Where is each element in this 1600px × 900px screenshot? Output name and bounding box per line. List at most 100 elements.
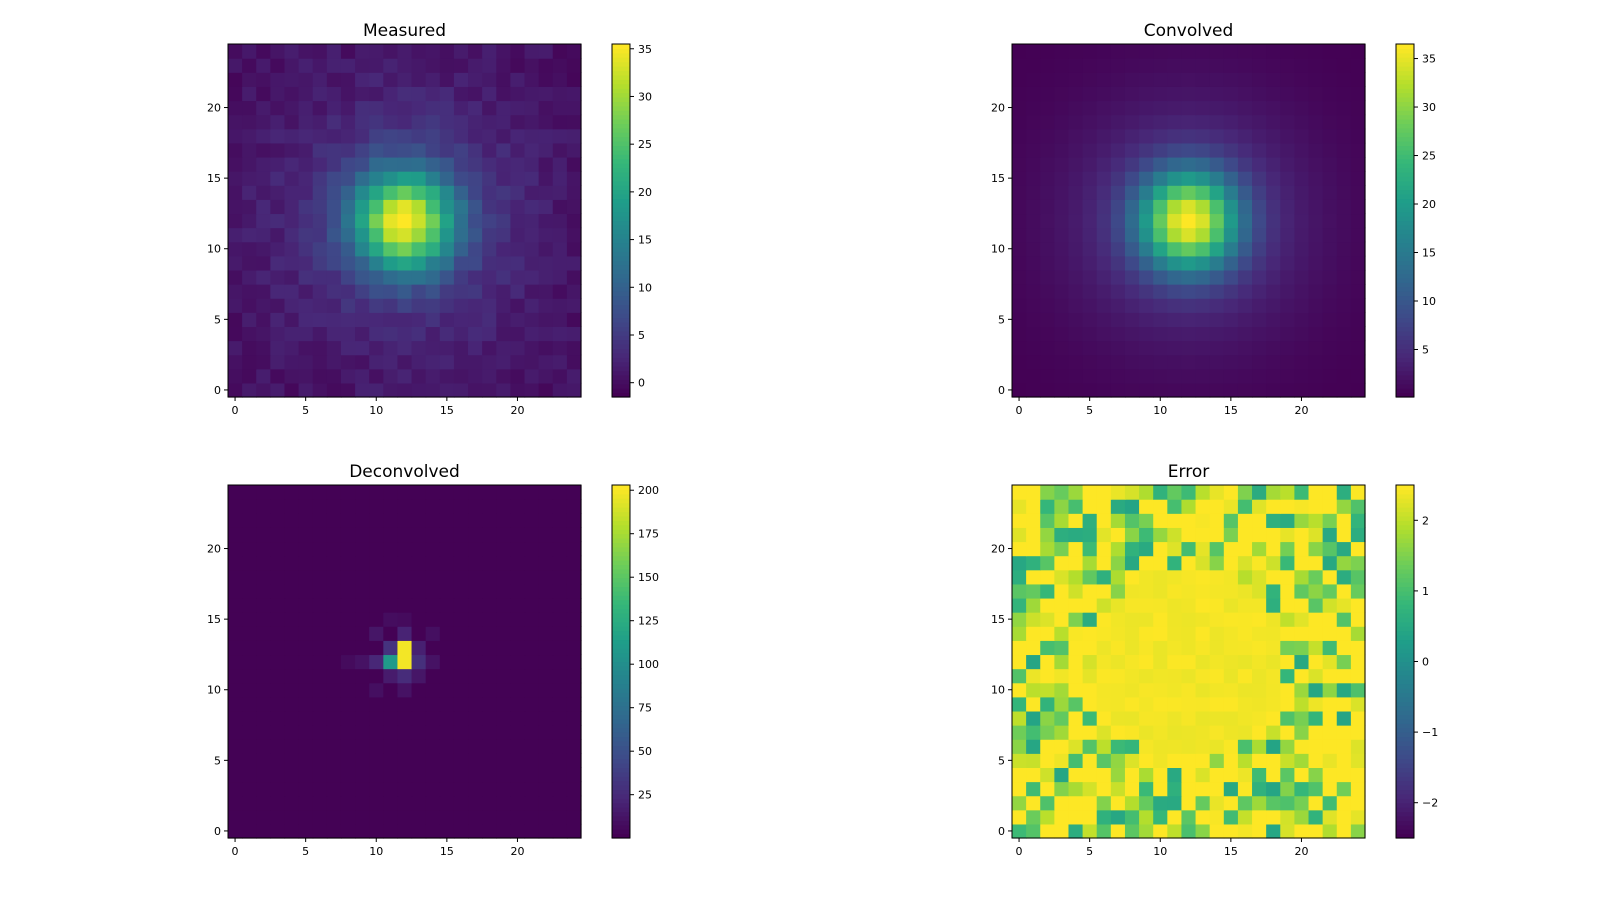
colorbar-tick-label: 10 xyxy=(638,281,652,294)
heatmap-cell xyxy=(1139,527,1154,543)
heatmap-cell xyxy=(411,612,427,627)
heatmap-cell xyxy=(284,767,300,783)
heatmap-cell xyxy=(312,541,328,557)
heatmap-cell xyxy=(1252,597,1267,613)
heatmap-cell xyxy=(1294,354,1310,370)
heatmap-cell xyxy=(242,185,257,200)
heatmap-cell xyxy=(453,199,469,215)
heatmap-cell xyxy=(1336,527,1352,543)
heatmap-cell xyxy=(369,654,384,670)
heatmap-cell xyxy=(1124,142,1140,158)
heatmap-cell xyxy=(1026,269,1041,285)
heatmap-cell xyxy=(256,213,271,229)
heatmap-cell xyxy=(524,569,540,585)
heatmap-cell xyxy=(411,171,427,186)
heatmap-cell xyxy=(496,795,511,811)
heatmap-cell xyxy=(242,555,257,571)
heatmap-cell xyxy=(312,626,328,641)
heatmap-cell xyxy=(1237,767,1253,783)
heatmap-cell xyxy=(1026,795,1041,811)
colorbar-band xyxy=(612,105,630,111)
heatmap-cell xyxy=(1082,823,1098,839)
heatmap-cell xyxy=(1294,86,1310,102)
heatmap-cell xyxy=(439,354,455,370)
colorbar-band xyxy=(612,277,630,283)
heatmap-cell xyxy=(1139,696,1154,712)
heatmap-cell xyxy=(256,298,271,313)
heatmap-cell xyxy=(552,368,568,384)
heatmap-cell xyxy=(1294,72,1310,87)
heatmap-cell xyxy=(1068,156,1084,172)
heatmap-cell xyxy=(468,58,483,73)
heatmap-cell xyxy=(312,199,328,215)
heatmap-cell xyxy=(1012,626,1027,641)
heatmap-cell xyxy=(1040,100,1055,116)
heatmap-cell xyxy=(1110,284,1126,299)
heatmap-cell xyxy=(1068,241,1084,257)
heatmap-cell xyxy=(383,597,399,613)
heatmap-cell xyxy=(340,298,356,313)
heatmap-cell xyxy=(1026,485,1041,500)
heatmap-cell xyxy=(1054,725,1070,740)
heatmap-cell xyxy=(228,312,243,327)
heatmap-cell xyxy=(1266,640,1281,656)
heatmap-cell xyxy=(1068,86,1084,102)
heatmap-cell xyxy=(256,241,271,257)
colorbar-band xyxy=(1396,595,1414,601)
heatmap-cell xyxy=(468,809,483,825)
heatmap-cell xyxy=(1082,725,1098,740)
heatmap-cell xyxy=(383,640,399,656)
heatmap-cell xyxy=(453,382,469,398)
heatmap-cell xyxy=(524,326,540,342)
heatmap-cell xyxy=(1336,640,1352,656)
heatmap-cell xyxy=(1181,682,1197,698)
heatmap-cell xyxy=(1012,199,1027,215)
heatmap-cell xyxy=(1209,682,1225,698)
heatmap-cell xyxy=(510,809,526,825)
heatmap-cell xyxy=(510,354,526,370)
colorbar-band xyxy=(612,96,630,102)
heatmap-cell xyxy=(256,795,271,811)
heatmap-cell xyxy=(425,156,441,172)
heatmap-cell xyxy=(284,781,300,797)
heatmap-cell xyxy=(397,485,413,500)
heatmap-cell xyxy=(1181,710,1197,726)
heatmap-cell xyxy=(1153,114,1168,130)
heatmap-cell xyxy=(510,668,526,684)
heatmap-cell xyxy=(1153,382,1168,398)
heatmap-cell xyxy=(1322,569,1338,585)
heatmap-cell xyxy=(1167,696,1183,712)
heatmap-cell xyxy=(340,326,356,342)
heatmap-cell xyxy=(1153,156,1168,172)
heatmap-cell xyxy=(1096,485,1112,500)
heatmap-cell xyxy=(411,710,427,726)
heatmap-cell xyxy=(242,368,257,384)
heatmap-cell xyxy=(242,485,257,500)
colorbar-band xyxy=(1396,652,1414,658)
heatmap-cell xyxy=(242,569,257,585)
heatmap-cell xyxy=(510,527,526,543)
heatmap-cell xyxy=(298,269,314,285)
heatmap-cell xyxy=(1054,612,1070,627)
heatmap-cell xyxy=(1294,58,1310,73)
heatmap-cell xyxy=(1252,156,1267,172)
colorbar-band xyxy=(612,110,630,116)
heatmap-cell xyxy=(1223,284,1239,299)
heatmap-cell xyxy=(1124,710,1140,726)
heatmap-cell xyxy=(340,255,356,271)
heatmap-cell xyxy=(425,499,441,514)
heatmap-cell xyxy=(468,227,483,243)
heatmap-cell xyxy=(369,298,384,313)
x-tick-label: 20 xyxy=(510,404,524,417)
heatmap-cell xyxy=(482,626,497,641)
heatmap-cell xyxy=(1266,185,1281,200)
heatmap-cell xyxy=(284,128,300,144)
heatmap-cell xyxy=(1026,340,1041,356)
heatmap-cell xyxy=(1266,781,1281,797)
heatmap-cell xyxy=(453,654,469,670)
heatmap-cell xyxy=(1068,58,1084,73)
heatmap-cell xyxy=(298,58,314,73)
heatmap-cell xyxy=(482,739,497,754)
heatmap-cell xyxy=(1068,767,1084,783)
